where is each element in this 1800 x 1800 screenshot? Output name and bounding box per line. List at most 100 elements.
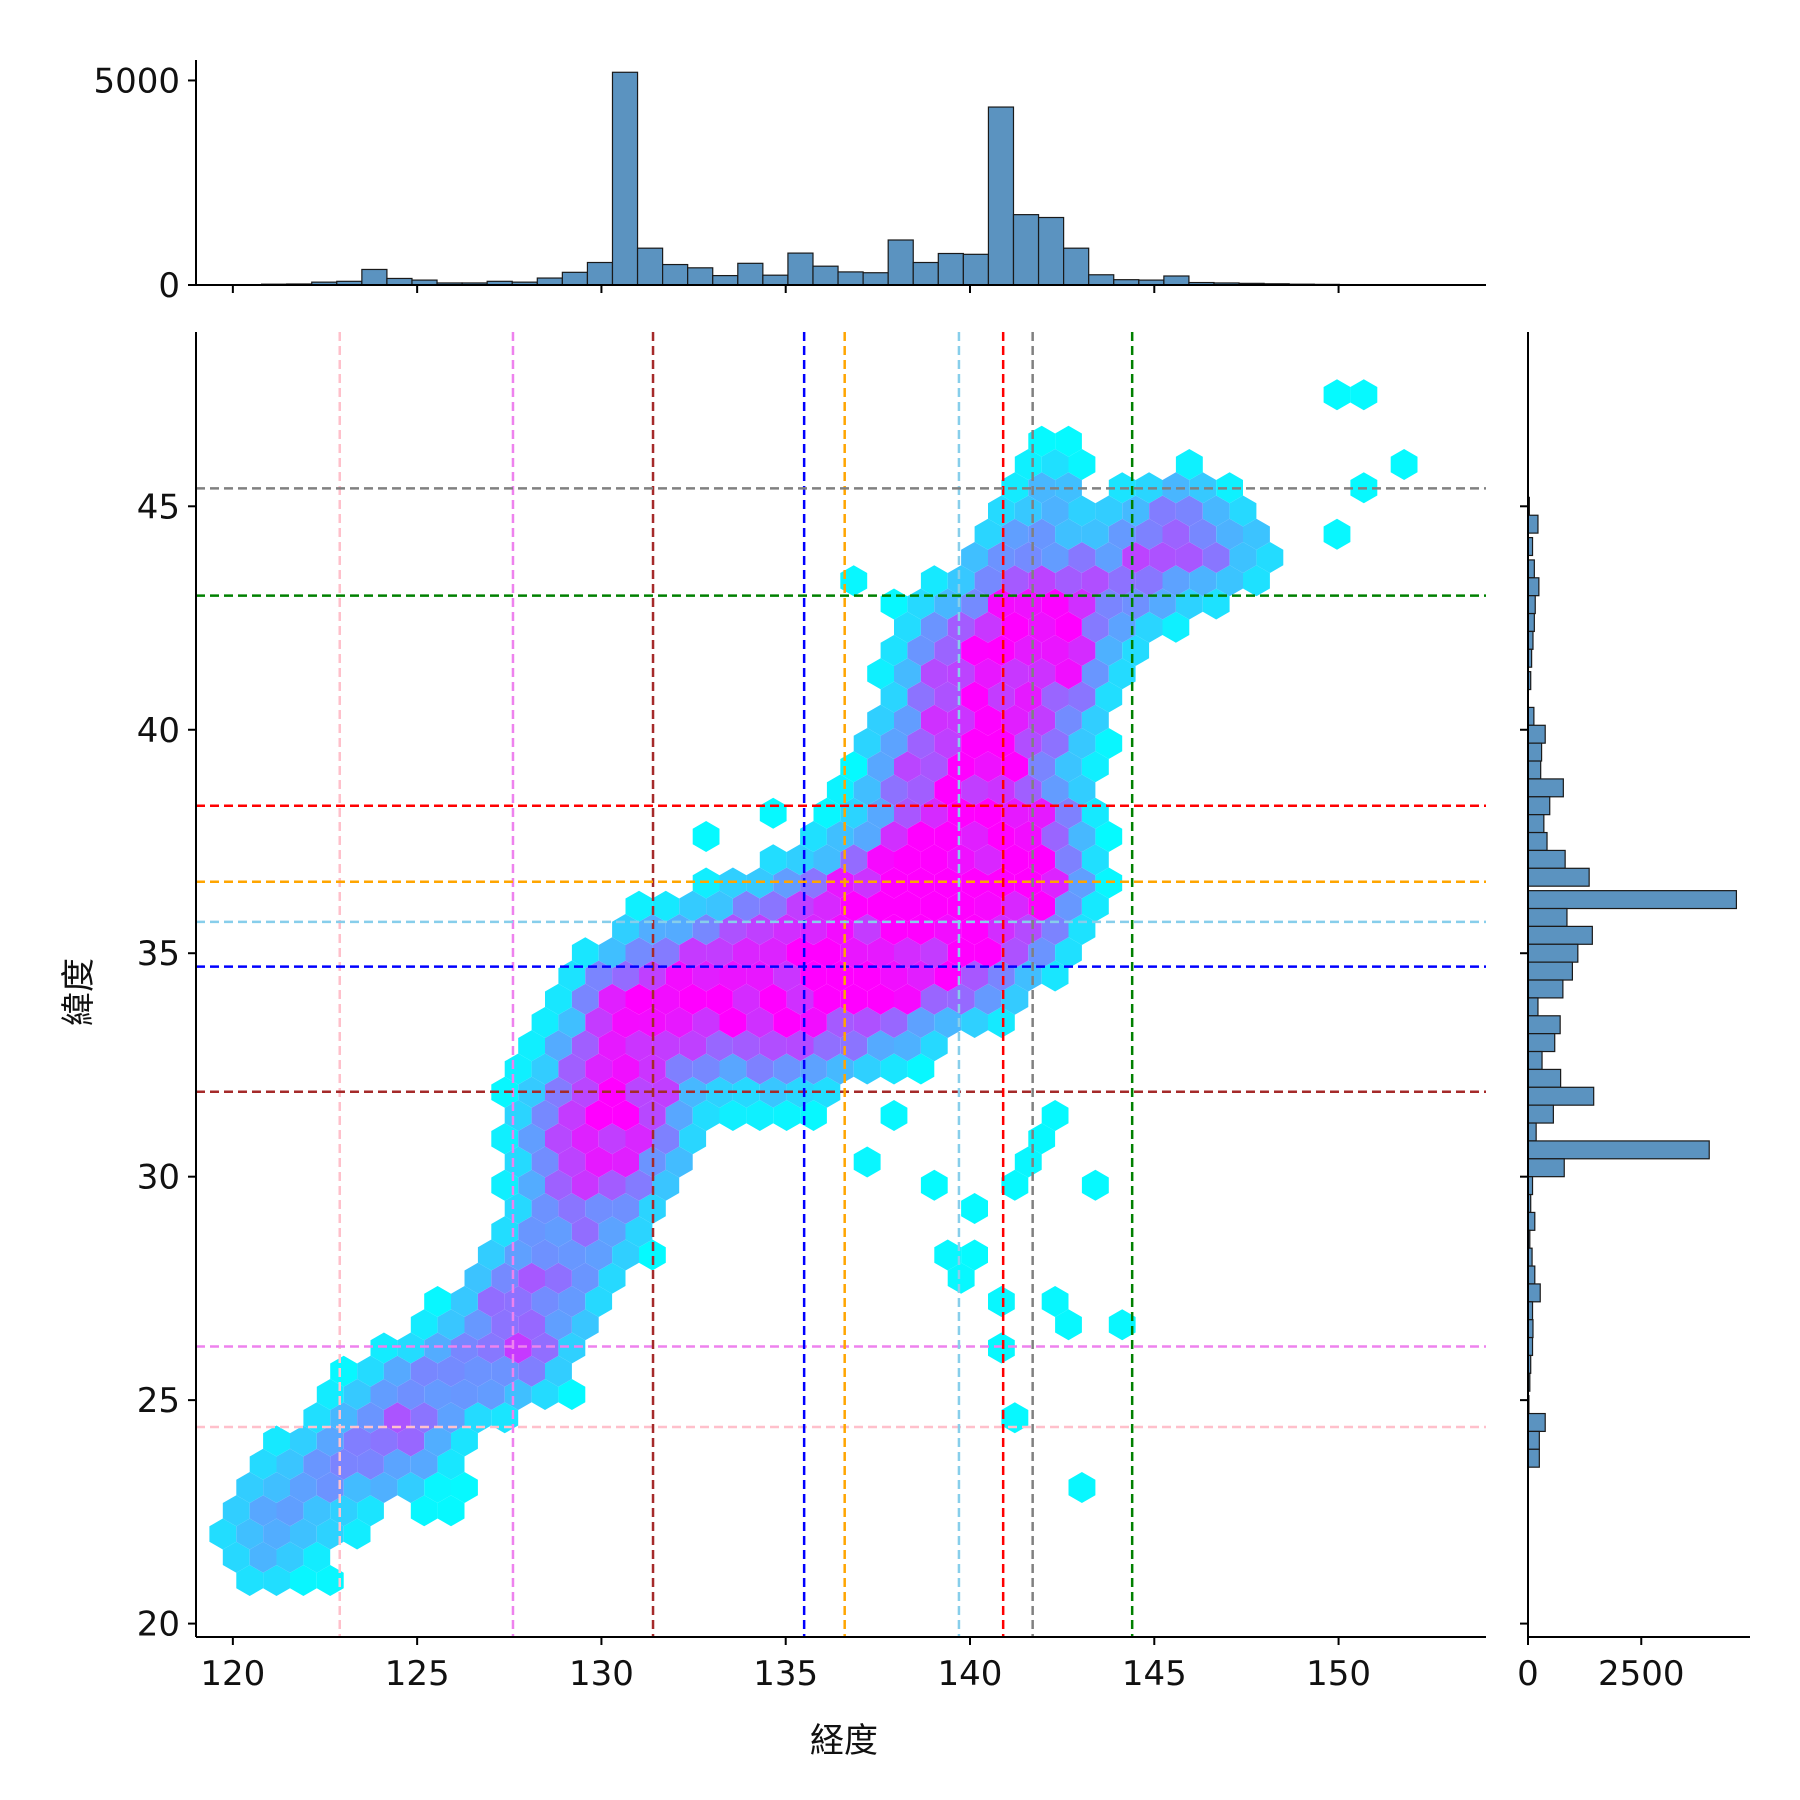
hexbin-cell	[1055, 751, 1082, 783]
hexbin-cell	[961, 1239, 988, 1271]
hexbin-cell	[988, 728, 1015, 759]
hexbin-cell	[1001, 611, 1029, 643]
hexbin-cell	[1068, 635, 1096, 666]
y-tick-label: 45	[137, 487, 180, 527]
hexbin-cell	[786, 1030, 814, 1062]
hexbin-cell	[732, 937, 760, 969]
hexbin-cell	[947, 611, 975, 643]
hexbin-cell	[370, 1332, 398, 1364]
top-histogram-bar	[361, 268, 388, 286]
top-histogram-bar	[687, 267, 714, 286]
hexbin-cell	[773, 1007, 801, 1038]
hexbin-cell	[1014, 914, 1042, 945]
hexbin-cell	[961, 542, 988, 573]
hexbin-cell	[934, 774, 962, 806]
hexbin-cell	[1175, 542, 1203, 573]
hexbin-cell	[974, 983, 1002, 1015]
hexbin-cell	[652, 1169, 680, 1201]
hexbin-cell	[1041, 960, 1069, 992]
hexbin-cell	[504, 1286, 532, 1317]
x-axis-label: 経度	[810, 1721, 878, 1761]
right-histogram-bar	[1527, 925, 1593, 945]
hexbin-cell	[571, 1169, 599, 1201]
hexbin-cell	[504, 1332, 532, 1364]
hexbin-cell	[1229, 495, 1257, 527]
hexbin-cell	[330, 1355, 358, 1387]
hexbin-cell	[907, 681, 935, 713]
hexbin-cell	[665, 1100, 693, 1131]
hexbin-cell	[1081, 611, 1109, 643]
hexbin-cell	[988, 867, 1015, 899]
hexbin-cell	[1041, 821, 1069, 852]
hexbin-cell	[612, 960, 639, 992]
hexbin-cell	[1202, 542, 1230, 573]
hexbin-cell	[1162, 565, 1190, 597]
hexbin-cell	[920, 844, 948, 876]
hexbin-cell	[1041, 542, 1069, 573]
hexbin-cell	[719, 1053, 747, 1085]
hexbin-cell	[531, 1332, 559, 1364]
hexbin-cell	[397, 1425, 425, 1457]
hexbin-cell	[1001, 1169, 1029, 1201]
hexbin-cell	[263, 1565, 290, 1596]
hexbin-cell	[343, 1472, 371, 1503]
hexbin-cell	[974, 658, 1002, 690]
hexbin-cell	[934, 1239, 962, 1271]
hexbin-cell	[222, 1541, 250, 1573]
hexbin-cell	[947, 751, 975, 783]
hexbin-cell	[397, 1379, 425, 1410]
hexbin-cell	[679, 937, 707, 969]
hexbin-cell	[518, 1169, 545, 1201]
hexbin-cell	[947, 983, 975, 1015]
hexbin-cell	[598, 1076, 626, 1108]
hexbin-cell	[826, 1007, 854, 1038]
hexbin-cell	[424, 1379, 451, 1410]
right-hist-x-tick-label: 2500	[1598, 1654, 1685, 1694]
hexbin-cell	[558, 1193, 586, 1224]
hexbin-cell	[867, 937, 894, 969]
hexbin-cell	[1390, 449, 1418, 480]
hexbin-cell	[571, 1262, 599, 1294]
hexbin-cell	[961, 1193, 988, 1224]
hexbin-cell	[477, 1286, 505, 1317]
hexbin-cell	[679, 1123, 707, 1155]
hexbin-cell	[1108, 518, 1136, 550]
hexbin-cell	[451, 1425, 478, 1457]
hexbin-cell	[1162, 611, 1190, 643]
hexbin-cell	[773, 1053, 801, 1085]
hexbin-cell	[988, 542, 1015, 573]
hexbin-cell	[1028, 890, 1056, 922]
hexbin-cell	[1068, 681, 1096, 713]
hexbin-cell	[920, 658, 948, 690]
hexbin-cell	[585, 1239, 613, 1271]
hexbin-cell	[477, 1379, 505, 1410]
hexbin-cell	[1028, 518, 1056, 550]
hexbin-cell	[961, 960, 988, 992]
hexbin-cell	[451, 1379, 478, 1410]
hexbin-cell	[759, 937, 787, 969]
hexbin-cell	[840, 983, 868, 1015]
hexbin-cell	[759, 1030, 787, 1062]
hexbin-cell	[464, 1355, 492, 1387]
hexbin-cell	[988, 635, 1015, 666]
hexbin-cell	[961, 867, 988, 899]
hexbin-cell	[209, 1518, 237, 1550]
hexbin-cell	[679, 983, 707, 1015]
top-histogram-bar	[712, 274, 739, 286]
hexbin-cell	[1001, 937, 1029, 969]
hexbin-cell	[558, 1146, 586, 1178]
hexbin-cell	[1028, 1123, 1056, 1155]
hexbin-cell	[1095, 821, 1123, 852]
hexbin-cell	[598, 1169, 626, 1201]
hexbin-cell	[880, 867, 908, 899]
hexbin-cell	[518, 1309, 545, 1341]
hexbin-cell	[558, 1239, 586, 1271]
hexbin-cell	[1001, 565, 1029, 597]
hexbin-cell	[652, 983, 680, 1015]
hexbin-cell	[652, 937, 680, 969]
hexbin-cell	[1095, 681, 1123, 713]
hexbin-cell	[813, 1030, 841, 1062]
hexbin-cell	[1189, 472, 1217, 504]
hexbin-cell	[1001, 751, 1029, 783]
hexbin-cell	[1014, 449, 1042, 480]
